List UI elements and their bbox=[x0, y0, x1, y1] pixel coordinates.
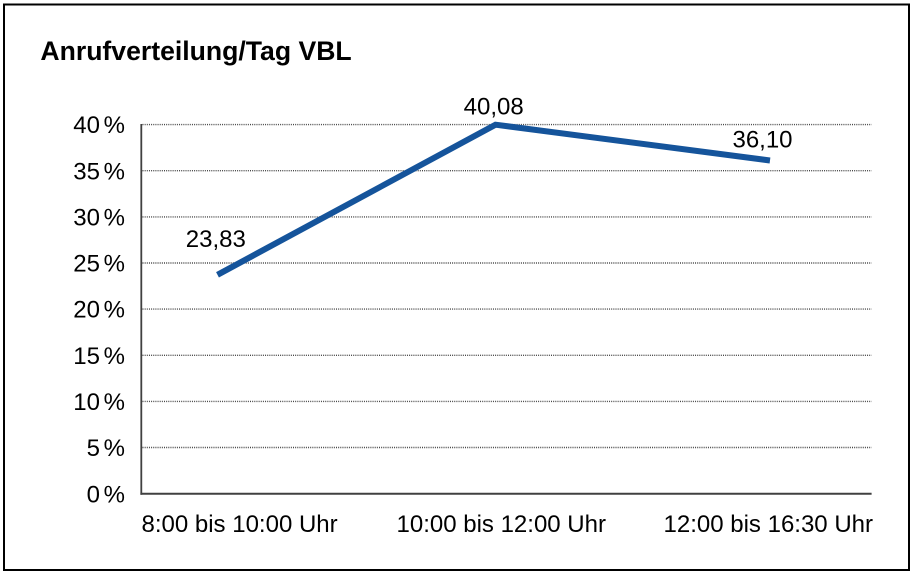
svg-text:5: 5 bbox=[87, 435, 100, 462]
svg-text:15: 15 bbox=[73, 343, 100, 370]
svg-text:%: % bbox=[104, 435, 125, 462]
svg-text:40,08: 40,08 bbox=[464, 94, 524, 121]
svg-text:0: 0 bbox=[87, 481, 100, 508]
svg-text:%: % bbox=[104, 297, 125, 324]
svg-text:%: % bbox=[104, 389, 125, 416]
svg-text:%: % bbox=[104, 251, 125, 278]
svg-text:%: % bbox=[104, 112, 125, 139]
svg-text:%: % bbox=[104, 343, 125, 370]
svg-text:8:00 bis 10:00 Uhr: 8:00 bis 10:00 Uhr bbox=[142, 511, 338, 538]
svg-text:35: 35 bbox=[73, 158, 100, 185]
svg-text:20: 20 bbox=[73, 297, 100, 324]
svg-text:10: 10 bbox=[73, 389, 100, 416]
svg-text:%: % bbox=[104, 158, 125, 185]
svg-text:23,83: 23,83 bbox=[186, 226, 246, 253]
svg-text:30: 30 bbox=[73, 205, 100, 232]
svg-text:40: 40 bbox=[73, 112, 100, 139]
svg-text:Anrufverteilung/Tag VBL: Anrufverteilung/Tag VBL bbox=[40, 36, 351, 66]
svg-text:%: % bbox=[104, 205, 125, 232]
svg-text:10:00 bis 12:00 Uhr: 10:00 bis 12:00 Uhr bbox=[397, 511, 606, 538]
svg-text:36,10: 36,10 bbox=[732, 127, 792, 154]
svg-text:25: 25 bbox=[73, 251, 100, 278]
svg-text:%: % bbox=[104, 481, 125, 508]
svg-text:12:00 bis 16:30 Uhr: 12:00 bis 16:30 Uhr bbox=[664, 511, 873, 538]
